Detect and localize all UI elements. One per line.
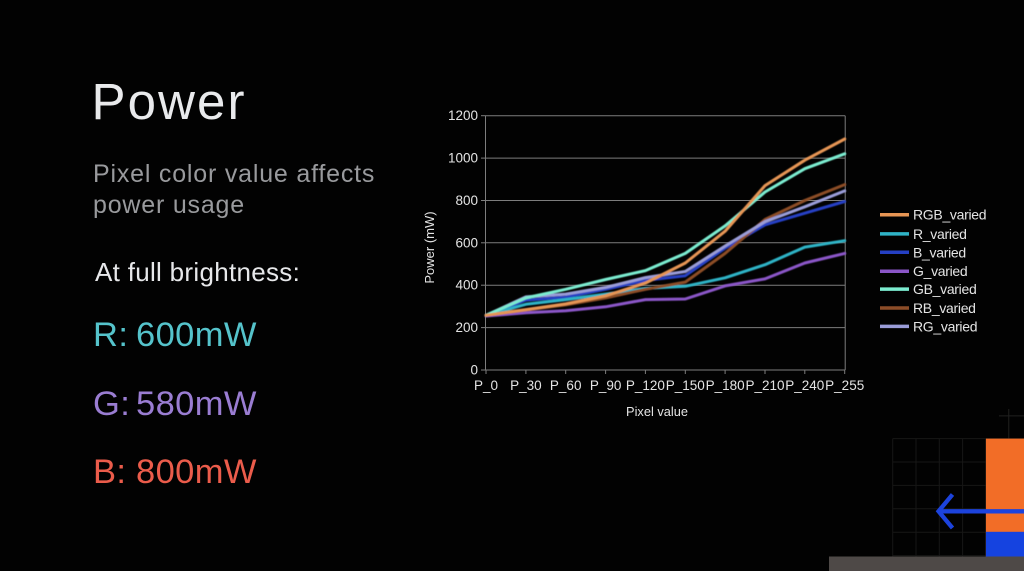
svg-text:P_210: P_210 bbox=[745, 378, 784, 393]
svg-text:P_240: P_240 bbox=[785, 378, 824, 393]
svg-text:1000: 1000 bbox=[448, 151, 478, 166]
svg-text:1200: 1200 bbox=[448, 108, 478, 123]
svg-text:RB_varied: RB_varied bbox=[913, 300, 976, 316]
svg-text:600: 600 bbox=[455, 235, 478, 250]
svg-text:P_90: P_90 bbox=[590, 378, 622, 393]
svg-text:G_varied: G_varied bbox=[913, 263, 967, 279]
svg-text:800: 800 bbox=[455, 193, 478, 208]
svg-text:200: 200 bbox=[455, 320, 478, 335]
svg-text:P_150: P_150 bbox=[666, 378, 705, 393]
svg-text:P_0: P_0 bbox=[474, 378, 498, 393]
svg-text:P_30: P_30 bbox=[510, 378, 542, 393]
svg-text:400: 400 bbox=[455, 278, 478, 293]
svg-text:B_varied: B_varied bbox=[913, 244, 966, 260]
svg-text:0: 0 bbox=[470, 363, 478, 378]
svg-text:Power (mW): Power (mW) bbox=[422, 211, 437, 283]
svg-text:RGB_varied: RGB_varied bbox=[913, 207, 986, 223]
svg-text:R_varied: R_varied bbox=[913, 226, 967, 242]
svg-text:P_60: P_60 bbox=[550, 378, 582, 393]
svg-text:P_120: P_120 bbox=[626, 378, 665, 393]
svg-text:Pixel value: Pixel value bbox=[626, 404, 688, 419]
svg-text:P_255: P_255 bbox=[825, 378, 864, 393]
svg-text:P_180: P_180 bbox=[706, 378, 745, 393]
svg-text:GB_varied: GB_varied bbox=[913, 281, 976, 297]
svg-text:RG_varied: RG_varied bbox=[913, 318, 977, 334]
